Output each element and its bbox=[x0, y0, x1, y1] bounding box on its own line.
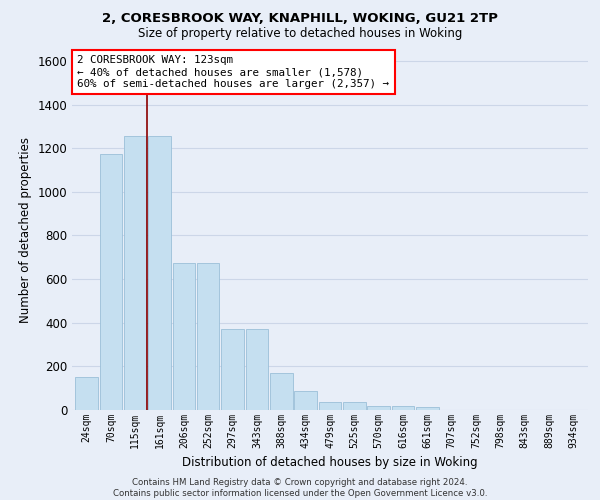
Bar bbox=[392, 406, 414, 410]
Text: Contains HM Land Registry data © Crown copyright and database right 2024.
Contai: Contains HM Land Registry data © Crown c… bbox=[113, 478, 487, 498]
Y-axis label: Number of detached properties: Number of detached properties bbox=[19, 137, 32, 323]
Bar bbox=[76, 378, 98, 410]
Bar bbox=[319, 402, 341, 410]
Bar bbox=[416, 406, 439, 410]
X-axis label: Distribution of detached houses by size in Woking: Distribution of detached houses by size … bbox=[182, 456, 478, 469]
Bar bbox=[148, 136, 171, 410]
Bar bbox=[124, 136, 146, 410]
Bar bbox=[221, 330, 244, 410]
Bar bbox=[197, 262, 220, 410]
Bar bbox=[270, 373, 293, 410]
Bar bbox=[173, 262, 195, 410]
Bar bbox=[100, 154, 122, 410]
Text: 2 CORESBROOK WAY: 123sqm
← 40% of detached houses are smaller (1,578)
60% of sem: 2 CORESBROOK WAY: 123sqm ← 40% of detach… bbox=[77, 56, 389, 88]
Bar bbox=[343, 402, 365, 410]
Text: Size of property relative to detached houses in Woking: Size of property relative to detached ho… bbox=[138, 28, 462, 40]
Bar bbox=[246, 330, 268, 410]
Bar bbox=[367, 406, 390, 410]
Text: 2, CORESBROOK WAY, KNAPHILL, WOKING, GU21 2TP: 2, CORESBROOK WAY, KNAPHILL, WOKING, GU2… bbox=[102, 12, 498, 26]
Bar bbox=[295, 392, 317, 410]
